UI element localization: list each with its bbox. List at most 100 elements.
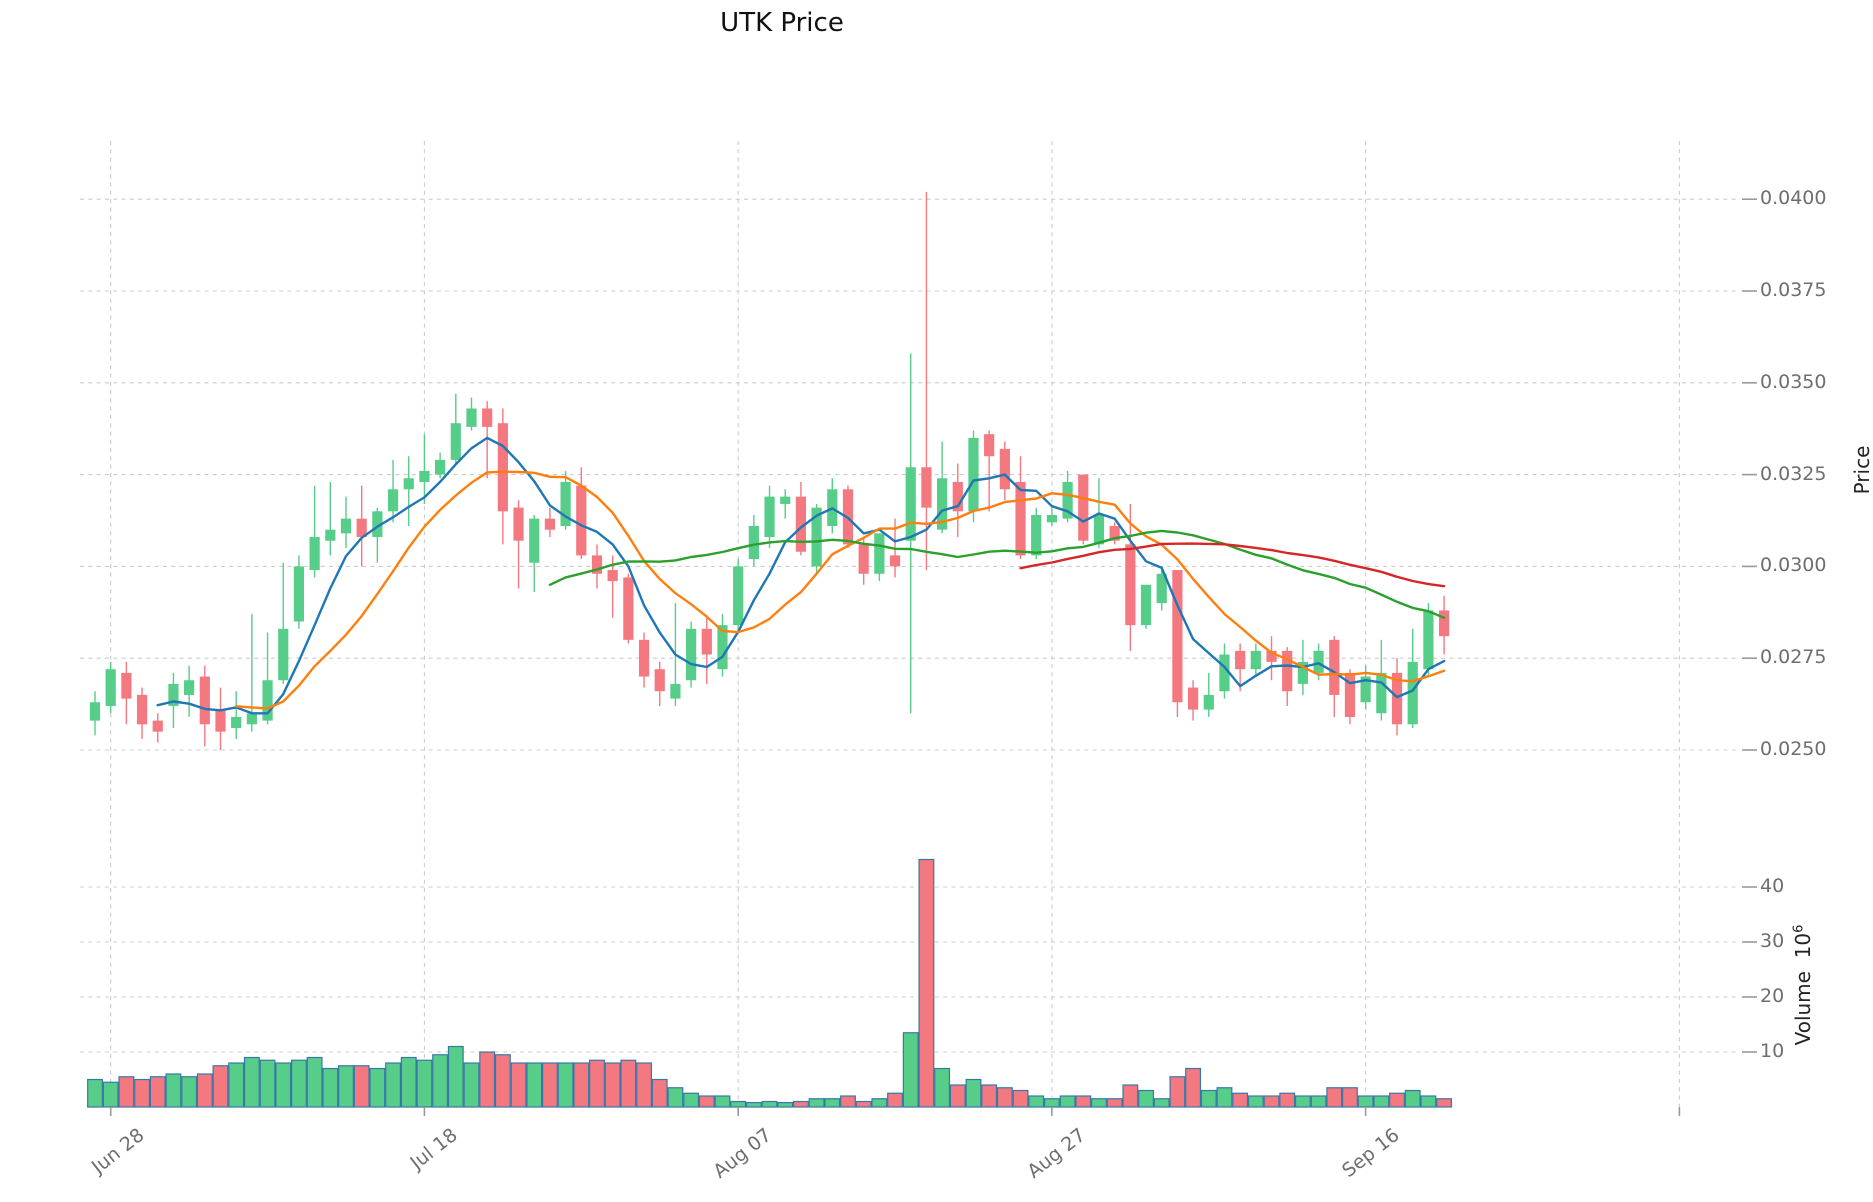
volume-bar xyxy=(118,1076,135,1108)
volume-bar xyxy=(196,1073,213,1108)
volume-bar xyxy=(651,1078,668,1108)
candle-body xyxy=(1078,474,1089,541)
ma5-line xyxy=(156,436,1446,715)
volume-axis-title-text: Volume xyxy=(1791,971,1815,1046)
volume-bar xyxy=(557,1062,574,1108)
candle-body xyxy=(1329,639,1340,695)
gridlines xyxy=(80,141,1737,1107)
volume-bar xyxy=(1216,1087,1233,1108)
volume-bar xyxy=(353,1065,370,1108)
volume-bar xyxy=(1326,1087,1343,1108)
candle-body xyxy=(701,628,712,655)
ma10-line xyxy=(234,470,1446,710)
volume-bar xyxy=(1294,1095,1311,1108)
candle-body xyxy=(1313,650,1324,673)
candle-body xyxy=(623,577,634,640)
volume-bar xyxy=(385,1062,401,1108)
candle-body xyxy=(1391,672,1403,725)
candle-body xyxy=(1046,514,1058,523)
volume-bar xyxy=(102,1081,119,1108)
volume-bar xyxy=(212,1065,229,1108)
volume-bar xyxy=(87,1078,103,1108)
volume-bar xyxy=(338,1065,354,1108)
volume-axis-title: Volume 106 xyxy=(1791,925,1815,1046)
candle-body xyxy=(513,507,524,541)
volume-bar xyxy=(1420,1095,1437,1108)
volume-bar xyxy=(636,1062,652,1108)
candle-body xyxy=(968,437,979,512)
candle-body xyxy=(999,448,1010,490)
price-tick-label: 0.0250 xyxy=(1760,738,1827,760)
candle-body xyxy=(1376,672,1387,714)
candle-body xyxy=(936,478,948,530)
volume-bar xyxy=(808,1098,825,1108)
candle-body xyxy=(403,478,414,490)
candle-body xyxy=(497,423,508,512)
candle-body xyxy=(780,496,791,504)
volume-bar xyxy=(1043,1098,1060,1108)
candle-body xyxy=(1282,650,1293,692)
candle-body xyxy=(482,408,493,427)
price-tick-label: 0.0275 xyxy=(1760,646,1827,669)
volume-bar xyxy=(149,1076,166,1108)
volume-bars xyxy=(87,858,1453,1108)
volume-bar xyxy=(761,1100,778,1108)
candle-body xyxy=(654,669,665,692)
candle-body xyxy=(889,555,901,567)
price-tick-label: 0.0375 xyxy=(1760,279,1827,301)
candle-body xyxy=(984,434,995,457)
candle-body xyxy=(1423,610,1434,670)
volume-bar xyxy=(1247,1095,1264,1108)
volume-bar xyxy=(181,1076,198,1108)
volume-bar xyxy=(949,1084,966,1108)
candle-body xyxy=(1266,650,1277,662)
candlesticks xyxy=(89,191,1450,750)
volume-axis-unit-exponent: 6 xyxy=(1791,924,1807,933)
volume-bar xyxy=(1153,1098,1170,1108)
volume-bar xyxy=(1263,1095,1280,1108)
volume-bar xyxy=(134,1078,151,1108)
volume-bar xyxy=(745,1101,762,1108)
volume-tick-label: 20 xyxy=(1760,985,1785,1007)
candle-body xyxy=(1407,661,1418,725)
volume-bar xyxy=(541,1062,558,1108)
candle-body xyxy=(152,720,163,732)
candle-body xyxy=(686,628,697,681)
candle-body xyxy=(466,408,477,427)
volume-bar xyxy=(369,1067,386,1108)
volume-bar xyxy=(1028,1095,1045,1108)
volume-bar xyxy=(1185,1067,1202,1108)
volume-bar xyxy=(792,1100,809,1108)
volume-bar xyxy=(290,1059,307,1108)
candle-body xyxy=(372,511,383,538)
volume-bar xyxy=(730,1100,747,1108)
chart-title: UTK Price xyxy=(720,8,844,38)
candle-body xyxy=(1219,654,1230,692)
candle-body xyxy=(419,470,430,482)
price-axis-title: Price xyxy=(1850,445,1873,495)
volume-bar xyxy=(526,1062,543,1108)
volume-bar xyxy=(1012,1089,1029,1108)
volume-bar xyxy=(698,1095,715,1108)
candle-body xyxy=(215,709,226,732)
candle-body xyxy=(246,713,257,725)
volume-tick-label: 30 xyxy=(1760,930,1785,952)
volume-bar xyxy=(1106,1098,1123,1108)
candle-body xyxy=(733,566,744,626)
volume-bar xyxy=(1138,1089,1154,1108)
volume-bar xyxy=(573,1062,590,1108)
volume-bar xyxy=(934,1067,951,1108)
volume-bar xyxy=(1342,1087,1358,1108)
price-tick-label: 0.0300 xyxy=(1760,554,1827,577)
volume-bar xyxy=(918,858,935,1108)
volume-bar xyxy=(1122,1084,1139,1108)
candle-body xyxy=(858,544,869,574)
candle-body xyxy=(1235,650,1246,670)
candle-body xyxy=(921,467,932,508)
candle-body xyxy=(1172,570,1183,703)
volume-bar xyxy=(1075,1095,1092,1108)
candle-body xyxy=(1344,672,1356,717)
candle-body xyxy=(387,489,399,512)
candle-body xyxy=(356,518,367,538)
